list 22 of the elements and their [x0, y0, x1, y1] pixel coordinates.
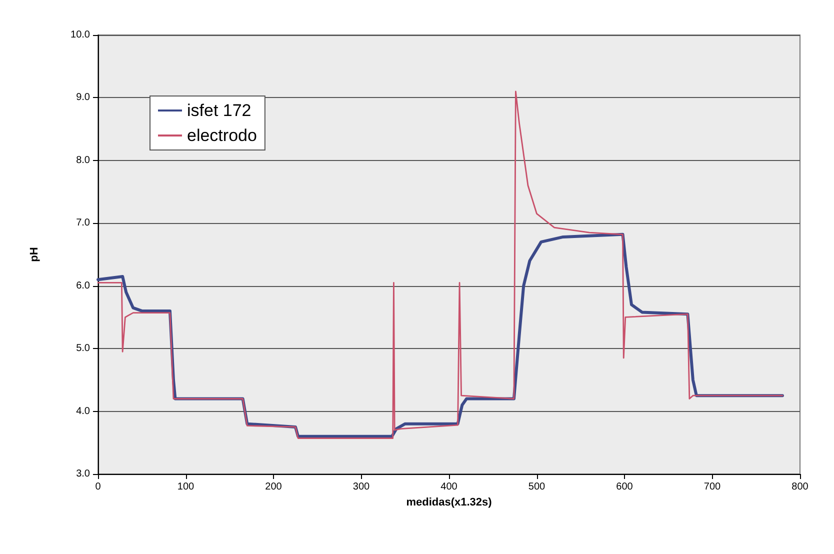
- legend-label: isfet 172: [187, 101, 252, 120]
- legend-label: electrodo: [187, 126, 257, 145]
- x-tick-label: 800: [792, 482, 809, 492]
- x-tick-label: 300: [352, 482, 370, 492]
- x-tick-label: 500: [528, 482, 546, 492]
- y-tick-label: 5.0: [76, 343, 90, 354]
- y-tick-label: 8.0: [76, 154, 90, 166]
- x-tick-label: 0: [95, 482, 102, 492]
- y-tick-label: 4.0: [76, 406, 90, 417]
- x-tick-label: 400: [440, 482, 458, 492]
- x-tick-label: 200: [265, 482, 282, 492]
- y-tick-label: 7.0: [76, 218, 90, 229]
- x-tick-label: 700: [704, 482, 722, 492]
- x-tick-label: 100: [177, 482, 195, 492]
- x-tick-label: 600: [616, 482, 634, 492]
- line-series: [97, 90, 784, 439]
- y-axis-title: pH: [28, 247, 40, 262]
- y-tick-label: 3.0: [76, 468, 90, 480]
- y-tick-label: 9.0: [76, 92, 90, 104]
- y-tick-label: 6.0: [76, 280, 90, 292]
- y-tick-label: 10.0: [70, 30, 90, 40]
- x-axis-title: medidas(x1.32s): [406, 496, 492, 508]
